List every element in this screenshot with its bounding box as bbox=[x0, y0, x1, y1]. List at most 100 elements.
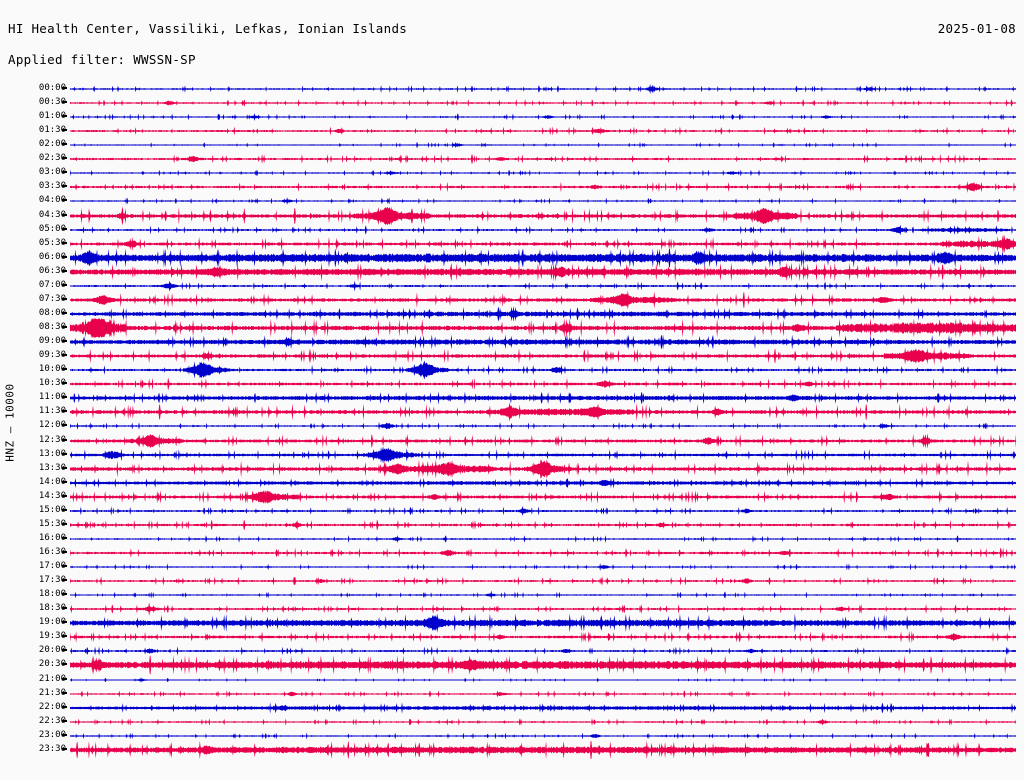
trace-row: 20:00 bbox=[0, 646, 1024, 660]
trace-row-tick bbox=[62, 115, 67, 118]
trace-waveform bbox=[70, 224, 1016, 235]
record-date: 2025-01-08 bbox=[937, 21, 1016, 36]
trace-row-tick bbox=[62, 143, 67, 146]
trace-row-tick bbox=[62, 199, 67, 202]
trace-row-tick bbox=[62, 663, 67, 666]
trace-row: 15:30 bbox=[0, 518, 1024, 534]
trace-waveform bbox=[70, 563, 1016, 572]
trace-row-time-label: 05:30 bbox=[38, 237, 66, 248]
trace-row-tick bbox=[62, 396, 67, 399]
trace-row-tick bbox=[62, 677, 67, 680]
trace-waveform bbox=[70, 422, 1016, 431]
trace-row-tick bbox=[62, 410, 67, 413]
trace-row-time-label: 09:30 bbox=[38, 350, 66, 361]
trace-waveform bbox=[70, 346, 1016, 366]
page-title: HI Health Center, Vassiliki, Lefkas, Ion… bbox=[8, 21, 408, 36]
trace-row: 23:30 bbox=[0, 740, 1024, 760]
trace-row-time-label: 20:30 bbox=[38, 659, 66, 670]
trace-row-time-label: 15:30 bbox=[38, 518, 66, 529]
trace-row: 09:30 bbox=[0, 346, 1024, 366]
trace-row-tick bbox=[62, 747, 67, 750]
trace-waveform bbox=[70, 334, 1016, 350]
trace-row-tick bbox=[62, 87, 67, 89]
trace-row-time-label: 05:00 bbox=[38, 223, 66, 234]
trace-row-time-label: 18:30 bbox=[38, 603, 66, 614]
trace-row: 20:30 bbox=[0, 656, 1024, 675]
trace-row-time-label: 11:30 bbox=[38, 406, 66, 417]
trace-waveform bbox=[70, 206, 1016, 225]
trace-row-tick bbox=[62, 227, 67, 230]
trace-row-time-label: 19:30 bbox=[38, 631, 66, 642]
trace-row: 08:30 bbox=[0, 318, 1024, 338]
trace-row-time-label: 03:00 bbox=[38, 167, 66, 178]
trace-waveform bbox=[70, 248, 1016, 268]
trace-row-time-label: 19:00 bbox=[38, 617, 66, 628]
trace-row-tick bbox=[62, 593, 67, 596]
trace-waveform bbox=[70, 113, 1016, 122]
trace-row: 19:30 bbox=[0, 631, 1024, 646]
trace-row: 02:30 bbox=[0, 154, 1024, 168]
trace-row-time-label: 11:00 bbox=[38, 392, 66, 403]
trace-row-tick bbox=[62, 536, 67, 539]
trace-waveform bbox=[70, 459, 1016, 479]
trace-row: 16:30 bbox=[0, 547, 1024, 562]
trace-row-tick bbox=[62, 438, 67, 441]
trace-row-time-label: 10:00 bbox=[38, 364, 66, 375]
trace-row-tick bbox=[62, 340, 67, 343]
trace-waveform bbox=[70, 676, 1016, 683]
trace-row: 00:30 bbox=[0, 98, 1024, 112]
trace-row-tick bbox=[62, 283, 67, 286]
trace-row: 03:00 bbox=[0, 168, 1024, 182]
trace-row-time-label: 23:30 bbox=[38, 743, 66, 754]
trace-row-tick bbox=[62, 213, 67, 216]
trace-row-tick bbox=[62, 480, 67, 483]
trace-row: 22:30 bbox=[0, 716, 1024, 731]
trace-row: 13:30 bbox=[0, 459, 1024, 479]
trace-row: 12:30 bbox=[0, 432, 1024, 450]
trace-row-tick bbox=[62, 522, 67, 525]
trace-waveform bbox=[70, 732, 1016, 740]
trace-row-tick bbox=[62, 550, 67, 553]
trace-row-time-label: 12:30 bbox=[38, 434, 66, 445]
trace-row: 18:30 bbox=[0, 602, 1024, 618]
trace-waveform bbox=[70, 489, 1016, 504]
trace-waveform bbox=[70, 445, 1016, 464]
trace-row-time-label: 13:30 bbox=[38, 462, 66, 473]
trace-row-tick bbox=[62, 705, 67, 708]
trace-row: 07:00 bbox=[0, 280, 1024, 295]
trace-waveform bbox=[70, 377, 1016, 391]
trace-row-tick bbox=[62, 171, 67, 174]
trace-row-time-label: 06:00 bbox=[38, 251, 66, 262]
trace-row-time-label: 00:00 bbox=[38, 83, 66, 93]
trace-row-time-label: 04:30 bbox=[38, 209, 66, 220]
trace-row-tick bbox=[62, 579, 67, 582]
trace-waveform bbox=[70, 740, 1016, 760]
trace-row-time-label: 00:30 bbox=[38, 97, 66, 108]
trace-waveform bbox=[70, 689, 1016, 698]
trace-row-time-label: 06:30 bbox=[38, 265, 66, 276]
trace-waveform bbox=[70, 701, 1016, 714]
trace-waveform bbox=[70, 717, 1016, 726]
trace-waveform bbox=[70, 306, 1016, 322]
trace-row-time-label: 07:30 bbox=[38, 293, 66, 304]
trace-waveform bbox=[70, 169, 1016, 177]
trace-row-tick bbox=[62, 241, 67, 244]
trace-row-time-label: 14:00 bbox=[38, 476, 66, 487]
trace-row-time-label: 08:00 bbox=[38, 307, 66, 318]
trace-row: 14:00 bbox=[0, 476, 1024, 492]
trace-row: 11:30 bbox=[0, 402, 1024, 422]
trace-waveform bbox=[70, 602, 1016, 617]
trace-waveform bbox=[70, 519, 1016, 531]
trace-waveform bbox=[70, 99, 1016, 108]
trace-row-time-label: 17:30 bbox=[38, 575, 66, 586]
trace-waveform bbox=[70, 477, 1016, 489]
trace-row: 05:00 bbox=[0, 223, 1024, 239]
trace-row: 06:00 bbox=[0, 248, 1024, 268]
trace-waveform bbox=[70, 391, 1016, 405]
trace-row-tick bbox=[62, 607, 67, 610]
trace-row-time-label: 15:00 bbox=[38, 504, 66, 515]
trace-row: 06:30 bbox=[0, 262, 1024, 282]
trace-waveform bbox=[70, 360, 1016, 380]
trace-waveform bbox=[70, 126, 1016, 136]
